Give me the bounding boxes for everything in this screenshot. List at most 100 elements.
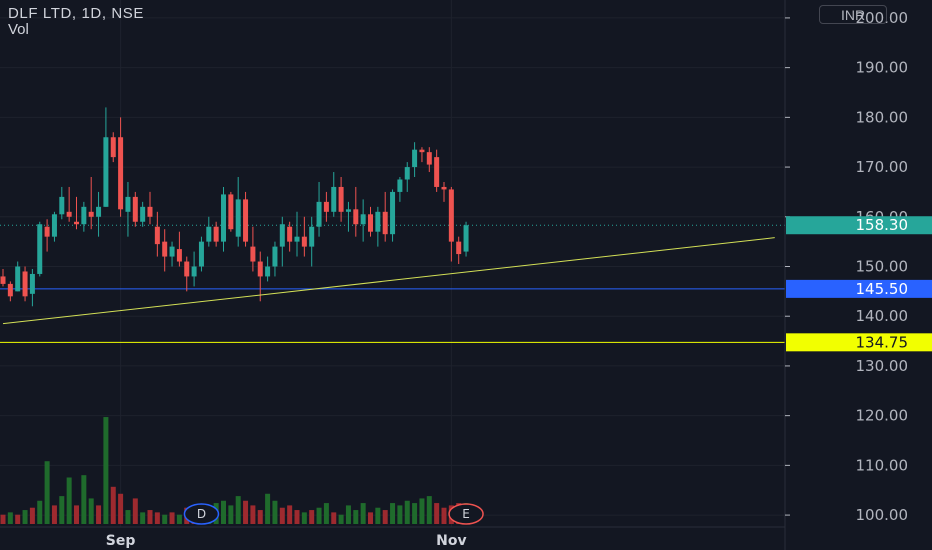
candle-body bbox=[44, 226, 50, 237]
candle-body bbox=[184, 261, 190, 277]
volume-bar bbox=[51, 505, 57, 524]
volume-bar bbox=[140, 512, 146, 524]
time-tick-label: Nov bbox=[436, 533, 466, 549]
candle-body bbox=[118, 137, 124, 210]
candle-body bbox=[228, 194, 234, 230]
candle bbox=[309, 216, 315, 267]
time-axis[interactable]: Sep Nov bbox=[106, 533, 467, 549]
event-marker-ring bbox=[448, 503, 484, 525]
volume-bar bbox=[301, 512, 307, 524]
candle bbox=[140, 201, 146, 227]
event-marker-label: D bbox=[197, 507, 206, 521]
candle bbox=[22, 266, 28, 302]
volume-bar bbox=[382, 510, 388, 524]
volume-bar bbox=[74, 505, 79, 524]
volume-bar bbox=[22, 510, 28, 524]
currency-button[interactable]: INR bbox=[819, 5, 887, 24]
candle-body bbox=[441, 186, 447, 190]
candle bbox=[301, 216, 307, 257]
candle-body bbox=[154, 226, 160, 245]
candle bbox=[15, 261, 21, 292]
candle bbox=[287, 221, 293, 252]
support-level-tag-label: 145.50 bbox=[856, 280, 909, 298]
candle-body bbox=[434, 157, 440, 187]
candle bbox=[360, 199, 366, 242]
candle-body bbox=[294, 236, 300, 242]
candle bbox=[412, 142, 418, 178]
candle-body bbox=[397, 179, 403, 192]
support-level-tag[interactable]: 145.50 bbox=[786, 279, 932, 298]
candle-body bbox=[309, 226, 315, 247]
horizontal-level-tag[interactable]: 134.75 bbox=[786, 333, 932, 352]
candle-body bbox=[7, 283, 13, 297]
volume-bar bbox=[66, 477, 72, 524]
chart-grid bbox=[0, 0, 785, 527]
candle-body bbox=[140, 206, 146, 222]
event-marker[interactable]: E bbox=[448, 503, 484, 525]
trendline[interactable] bbox=[2, 237, 775, 325]
volume-bar bbox=[397, 505, 403, 524]
candlestick-series bbox=[0, 107, 469, 307]
candle-body bbox=[162, 241, 168, 257]
price-tick-label: 100.00 bbox=[856, 506, 909, 524]
candle bbox=[162, 229, 168, 272]
volume-label[interactable]: Vol bbox=[8, 21, 29, 38]
volume-bar bbox=[88, 498, 94, 524]
candle bbox=[125, 181, 131, 237]
candle bbox=[316, 181, 322, 237]
candle-body bbox=[463, 225, 469, 252]
volume-bar bbox=[309, 510, 315, 524]
candle-body bbox=[426, 152, 432, 165]
candle bbox=[176, 231, 182, 267]
candle-body bbox=[235, 199, 241, 237]
time-tick-label: Sep bbox=[106, 533, 136, 549]
candle bbox=[279, 216, 285, 267]
event-marker-ring bbox=[183, 503, 220, 525]
volume-bar bbox=[29, 507, 35, 524]
volume-bar bbox=[162, 514, 168, 524]
candle-body bbox=[257, 261, 263, 277]
volume-bar bbox=[419, 498, 425, 524]
candle bbox=[368, 206, 373, 237]
candle bbox=[74, 196, 79, 230]
price-tick-label: 120.00 bbox=[856, 407, 909, 425]
volume-bar bbox=[37, 500, 43, 524]
candle bbox=[404, 162, 410, 192]
symbol-title[interactable]: DLF LTD, 1D, NSE bbox=[8, 5, 145, 22]
candle-body bbox=[353, 209, 359, 225]
volume-bar bbox=[103, 417, 109, 524]
volume-bar bbox=[345, 505, 351, 524]
price-axis[interactable]: 100.00110.00120.00130.00140.00150.00160.… bbox=[785, 9, 908, 524]
volume-bar bbox=[331, 512, 337, 524]
candle-body bbox=[29, 273, 35, 294]
event-marker[interactable]: D bbox=[183, 503, 220, 525]
volume-bar bbox=[272, 500, 278, 524]
candle bbox=[294, 211, 300, 257]
volume-bar bbox=[441, 507, 447, 524]
last-price-tag[interactable]: 158.30 bbox=[786, 216, 932, 235]
candle bbox=[257, 251, 263, 302]
candle bbox=[154, 211, 160, 257]
price-tick-label: 200.00 bbox=[856, 9, 909, 27]
candle-body bbox=[301, 236, 307, 247]
candle bbox=[243, 191, 249, 247]
candle bbox=[235, 177, 241, 247]
candle bbox=[169, 241, 175, 267]
candle-body bbox=[66, 211, 72, 217]
candle-body bbox=[338, 186, 344, 212]
candle bbox=[213, 221, 219, 247]
support-level-tag-box bbox=[786, 279, 932, 298]
candle bbox=[331, 172, 337, 217]
candle-body bbox=[265, 266, 271, 277]
candle bbox=[323, 191, 329, 222]
price-tick-label: 170.00 bbox=[856, 158, 909, 176]
candle-body bbox=[125, 196, 131, 212]
candle-body bbox=[198, 241, 204, 267]
price-tick-label: 130.00 bbox=[856, 357, 909, 375]
candle bbox=[272, 241, 278, 277]
volume-bar bbox=[404, 500, 410, 524]
price-tags: 158.30 145.50 134.75 bbox=[786, 216, 932, 352]
volume-bar bbox=[323, 503, 329, 524]
